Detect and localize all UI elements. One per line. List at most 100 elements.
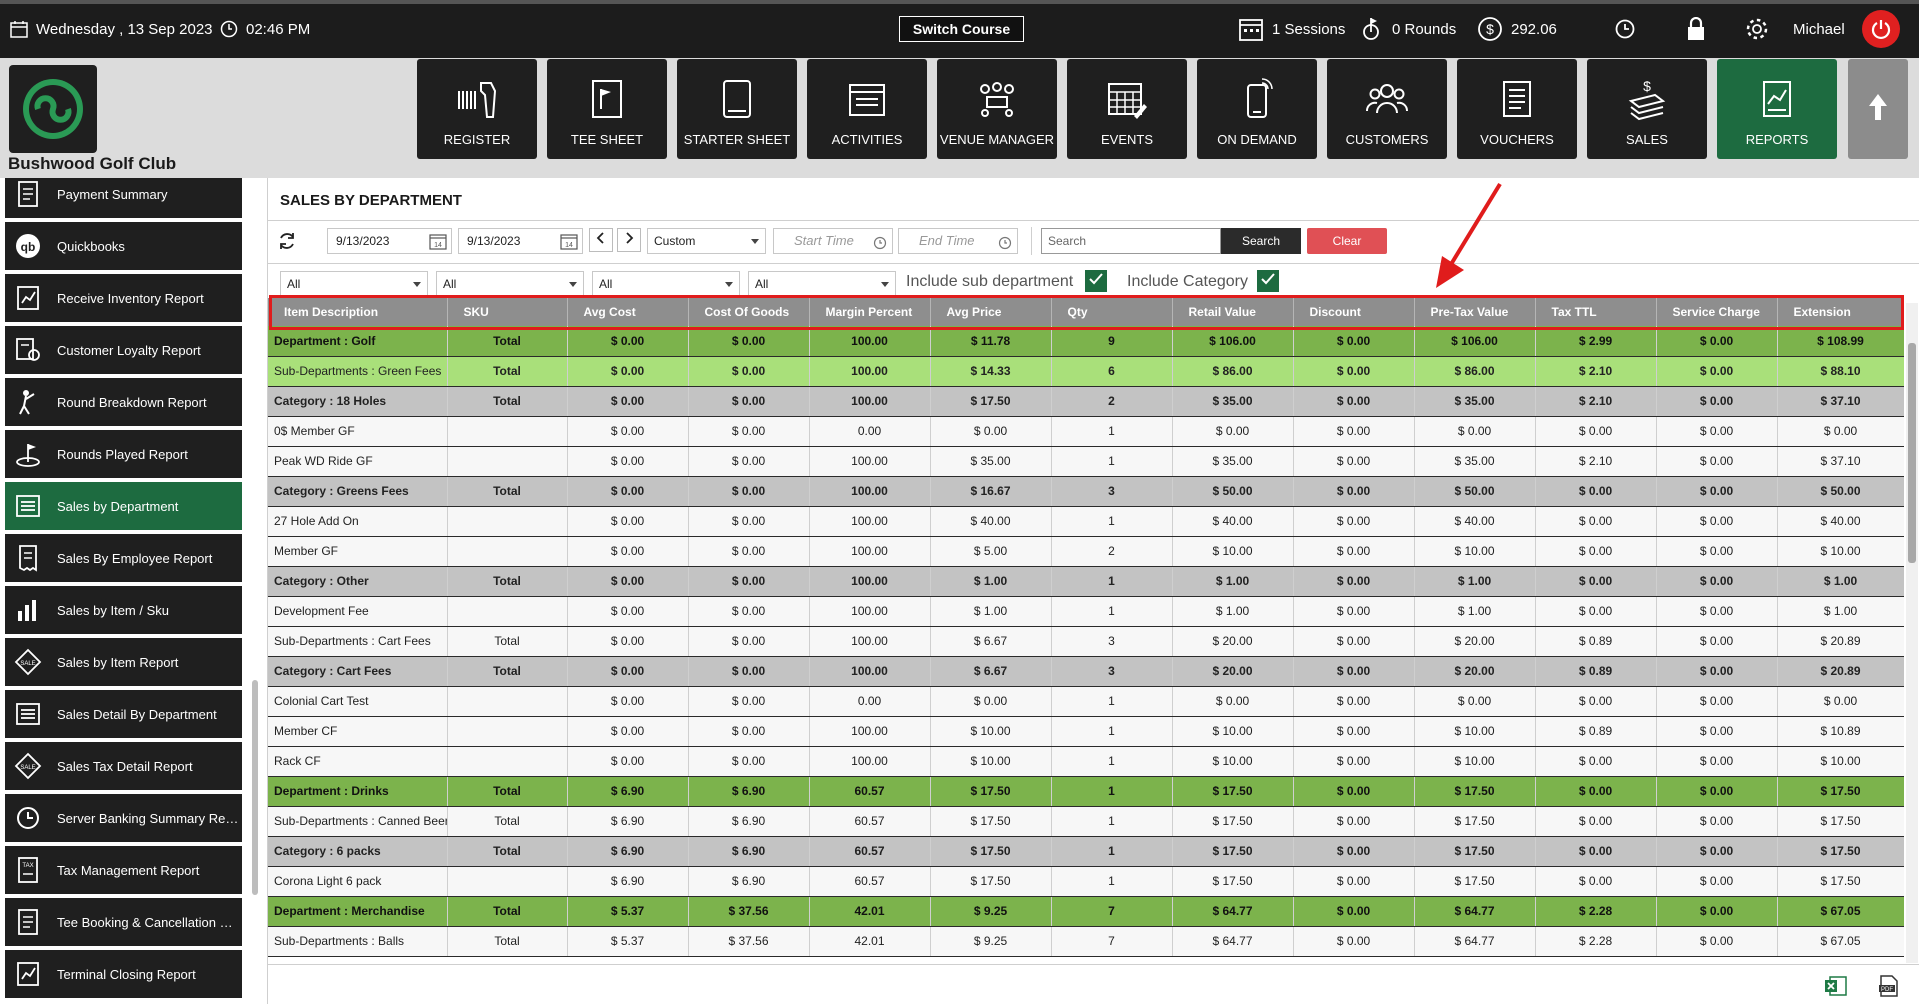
table-row[interactable]: 27 Hole Add On $ 0.00 $ 0.00 100.00 $ 40.00 1… bbox=[268, 506, 1904, 537]
search-input[interactable]: Search bbox=[1041, 228, 1221, 254]
col-pretax-value-header[interactable]: Pre-Tax Value bbox=[1414, 298, 1536, 326]
search-button[interactable]: Search bbox=[1221, 228, 1301, 254]
table-row[interactable]: Sub-Departments : Green Fees Total $ 0.00 $… bbox=[268, 356, 1904, 387]
sidebar-item-quickbooks[interactable]: qb Quickbooks bbox=[5, 222, 242, 270]
clock-icon[interactable] bbox=[873, 234, 887, 258]
margin-percent-cell: 100.00 bbox=[809, 626, 931, 657]
table-row[interactable]: Category : Cart Fees Total $ 0.00 $ 0.00 100… bbox=[268, 656, 1904, 687]
clear-button[interactable]: Clear bbox=[1307, 228, 1387, 254]
sidebar-item-payment-summary[interactable]: Payment Summary bbox=[5, 178, 242, 218]
nav-events[interactable]: EVENTS bbox=[1067, 59, 1187, 159]
table-row[interactable]: Department : Merchandise Total $ 5.37 $ 37.… bbox=[268, 896, 1904, 927]
col-retail-value-header[interactable]: Retail Value bbox=[1172, 298, 1294, 326]
table-row[interactable]: Member CF $ 0.00 $ 0.00 100.00 $ 10.00 1 $ 10.… bbox=[268, 716, 1904, 747]
nav-reports[interactable]: REPORTS bbox=[1717, 59, 1837, 159]
excel-export-icon[interactable] bbox=[1824, 974, 1848, 998]
col-avg-cost-header[interactable]: Avg Cost bbox=[567, 298, 689, 326]
previous-button[interactable] bbox=[589, 228, 613, 252]
power-button[interactable] bbox=[1862, 10, 1900, 48]
sku-cell bbox=[447, 506, 568, 537]
start-time-input[interactable]: Start Time bbox=[773, 228, 893, 254]
sidebar-item-receive-inventory[interactable]: Receive Inventory Report bbox=[5, 274, 242, 322]
nav-tee-sheet[interactable]: TEE SHEET bbox=[547, 59, 667, 159]
include-sub-department-checkbox[interactable] bbox=[1085, 270, 1107, 292]
nav-vouchers[interactable]: VOUCHERS bbox=[1457, 59, 1577, 159]
filter-select-1[interactable]: All bbox=[280, 271, 428, 297]
table-row[interactable]: 0$ Member GF $ 0.00 $ 0.00 0.00 $ 0.00 1 $ 0.0… bbox=[268, 416, 1904, 447]
table-row[interactable]: Sub-Departments : Cart Fees Total $ 0.00 $ … bbox=[268, 626, 1904, 657]
col-avg-price-header[interactable]: Avg Price bbox=[930, 298, 1052, 326]
table-row[interactable]: Category : 18 Holes Total $ 0.00 $ 0.00 100.… bbox=[268, 386, 1904, 417]
clock-icon[interactable] bbox=[998, 234, 1012, 258]
sidebar-item-sales-by-employee[interactable]: Sales By Employee Report bbox=[5, 534, 242, 582]
col-sku-header[interactable]: SKU bbox=[447, 298, 568, 326]
col-cost-of-goods-header[interactable]: Cost Of Goods bbox=[688, 298, 810, 326]
table-row[interactable]: Sub-Departments : Balls Total $ 5.37 $ 37.5… bbox=[268, 926, 1904, 957]
sessions-indicator[interactable]: 1 Sessions bbox=[1238, 0, 1345, 58]
table-row[interactable]: Category : 6 packs Total $ 6.90 $ 6.90 60.57… bbox=[268, 836, 1904, 867]
table-row[interactable]: Department : Golf Total $ 0.00 $ 0.00 100.00… bbox=[268, 326, 1904, 357]
sidebar-item-sales-by-department[interactable]: Sales by Department bbox=[5, 482, 242, 530]
calendar-icon[interactable]: 14 bbox=[560, 233, 578, 258]
table-scrollbar[interactable] bbox=[1906, 303, 1918, 963]
sidebar-item-sales-tax-detail[interactable]: SALE Sales Tax Detail Report bbox=[5, 742, 242, 790]
nav-sales[interactable]: $ SALES bbox=[1587, 59, 1707, 159]
sidebar-scrollbar[interactable] bbox=[252, 680, 258, 895]
nav-customers[interactable]: CUSTOMERS bbox=[1327, 59, 1447, 159]
table-row[interactable]: Rack CF $ 0.00 $ 0.00 100.00 $ 10.00 1 $ 10.00… bbox=[268, 746, 1904, 777]
table-row[interactable]: Peak WD Ride GF $ 0.00 $ 0.00 100.00 $ 35.00… bbox=[268, 446, 1904, 477]
sidebar-item-sales-detail-by-department[interactable]: Sales Detail By Department bbox=[5, 690, 242, 738]
table-row[interactable]: Department : Drinks Total $ 6.90 $ 6.90 60.5… bbox=[268, 776, 1904, 807]
period-select[interactable]: Custom bbox=[647, 228, 766, 254]
table-row[interactable]: Corona Light 6 pack $ 6.90 $ 6.90 60.57 $ 17… bbox=[268, 866, 1904, 897]
nav-on-demand[interactable]: ON DEMAND bbox=[1197, 59, 1317, 159]
nav-starter-sheet[interactable]: STARTER SHEET bbox=[677, 59, 797, 159]
filter-select-3[interactable]: All bbox=[592, 271, 740, 297]
pdf-export-icon[interactable]: PDF bbox=[1877, 974, 1901, 998]
sidebar-item-rounds-played[interactable]: Rounds Played Report bbox=[5, 430, 242, 478]
sidebar-item-tee-booking-cancellation[interactable]: Tee Booking & Cancellation Re... bbox=[5, 898, 242, 946]
next-button[interactable] bbox=[617, 228, 641, 252]
table-row[interactable]: Category : Greens Fees Total $ 0.00 $ 0.00 1… bbox=[268, 476, 1904, 507]
end-time-input[interactable]: End Time bbox=[898, 228, 1018, 254]
col-qty-header[interactable]: Qty bbox=[1051, 298, 1173, 326]
table-row[interactable]: Development Fee $ 0.00 $ 0.00 100.00 $ 1.00 1… bbox=[268, 596, 1904, 627]
col-service-charge-header[interactable]: Service Charge bbox=[1656, 298, 1778, 326]
gear-icon[interactable] bbox=[1744, 0, 1770, 58]
col-item-description-header[interactable]: Item Description bbox=[268, 298, 448, 326]
history-icon[interactable] bbox=[1614, 0, 1636, 58]
nav-activities[interactable]: ACTIVITIES bbox=[807, 59, 927, 159]
col-discount-header[interactable]: Discount bbox=[1293, 298, 1415, 326]
nav-register[interactable]: REGISTER bbox=[417, 59, 537, 159]
sidebar-item-customer-loyalty[interactable]: Customer Loyalty Report bbox=[5, 326, 242, 374]
sidebar-item-tax-management[interactable]: TAX Tax Management Report bbox=[5, 846, 242, 894]
col-tax-ttl-header[interactable]: Tax TTL bbox=[1535, 298, 1657, 326]
sidebar-item-server-banking-summary[interactable]: Server Banking Summary Report bbox=[5, 794, 242, 842]
sidebar-item-sales-by-item[interactable]: SALE Sales by Item Report bbox=[5, 638, 242, 686]
nav-venue-manager[interactable]: VENUE MANAGER bbox=[937, 59, 1057, 159]
filter-select-4[interactable]: All bbox=[748, 271, 896, 297]
table-row[interactable]: Member GF $ 0.00 $ 0.00 100.00 $ 5.00 2 $ 10.0… bbox=[268, 536, 1904, 567]
col-margin-percent-header[interactable]: Margin Percent bbox=[809, 298, 931, 326]
filter-select-2[interactable]: All bbox=[436, 271, 584, 297]
table-row[interactable]: Sub-Departments : Canned Beer Total $ 6.90… bbox=[268, 806, 1904, 837]
user-name[interactable]: Michael bbox=[1793, 20, 1845, 38]
sidebar-item-sales-by-item-sku[interactable]: Sales by Item / Sku bbox=[5, 586, 242, 634]
lock-icon[interactable] bbox=[1686, 0, 1706, 58]
sidebar-item-terminal-closing[interactable]: Terminal Closing Report bbox=[5, 950, 242, 998]
scrollbar-thumb[interactable] bbox=[1908, 343, 1916, 563]
table-row[interactable]: Category : Other Total $ 0.00 $ 0.00 100.00 $… bbox=[268, 566, 1904, 597]
switch-course-button[interactable]: Switch Course bbox=[899, 16, 1024, 42]
calendar-icon[interactable]: 14 bbox=[429, 233, 447, 258]
refresh-icon[interactable] bbox=[277, 231, 297, 256]
balance-indicator[interactable]: $ 292.06 bbox=[1477, 0, 1557, 58]
include-category-checkbox[interactable] bbox=[1257, 270, 1279, 292]
sidebar-item-round-breakdown[interactable]: Round Breakdown Report bbox=[5, 378, 242, 426]
rounds-indicator[interactable]: 0 Rounds bbox=[1358, 0, 1456, 58]
start-date-input[interactable]: 9/13/2023 14 bbox=[327, 228, 452, 254]
end-date-input[interactable]: 9/13/2023 14 bbox=[458, 228, 583, 254]
col-extension-header[interactable]: Extension bbox=[1777, 298, 1904, 326]
retail-value-cell: $ 1.00 bbox=[1172, 596, 1294, 627]
scroll-up-button[interactable] bbox=[1848, 59, 1908, 159]
table-row[interactable]: Colonial Cart Test $ 0.00 $ 0.00 0.00 $ 0.00… bbox=[268, 686, 1904, 717]
